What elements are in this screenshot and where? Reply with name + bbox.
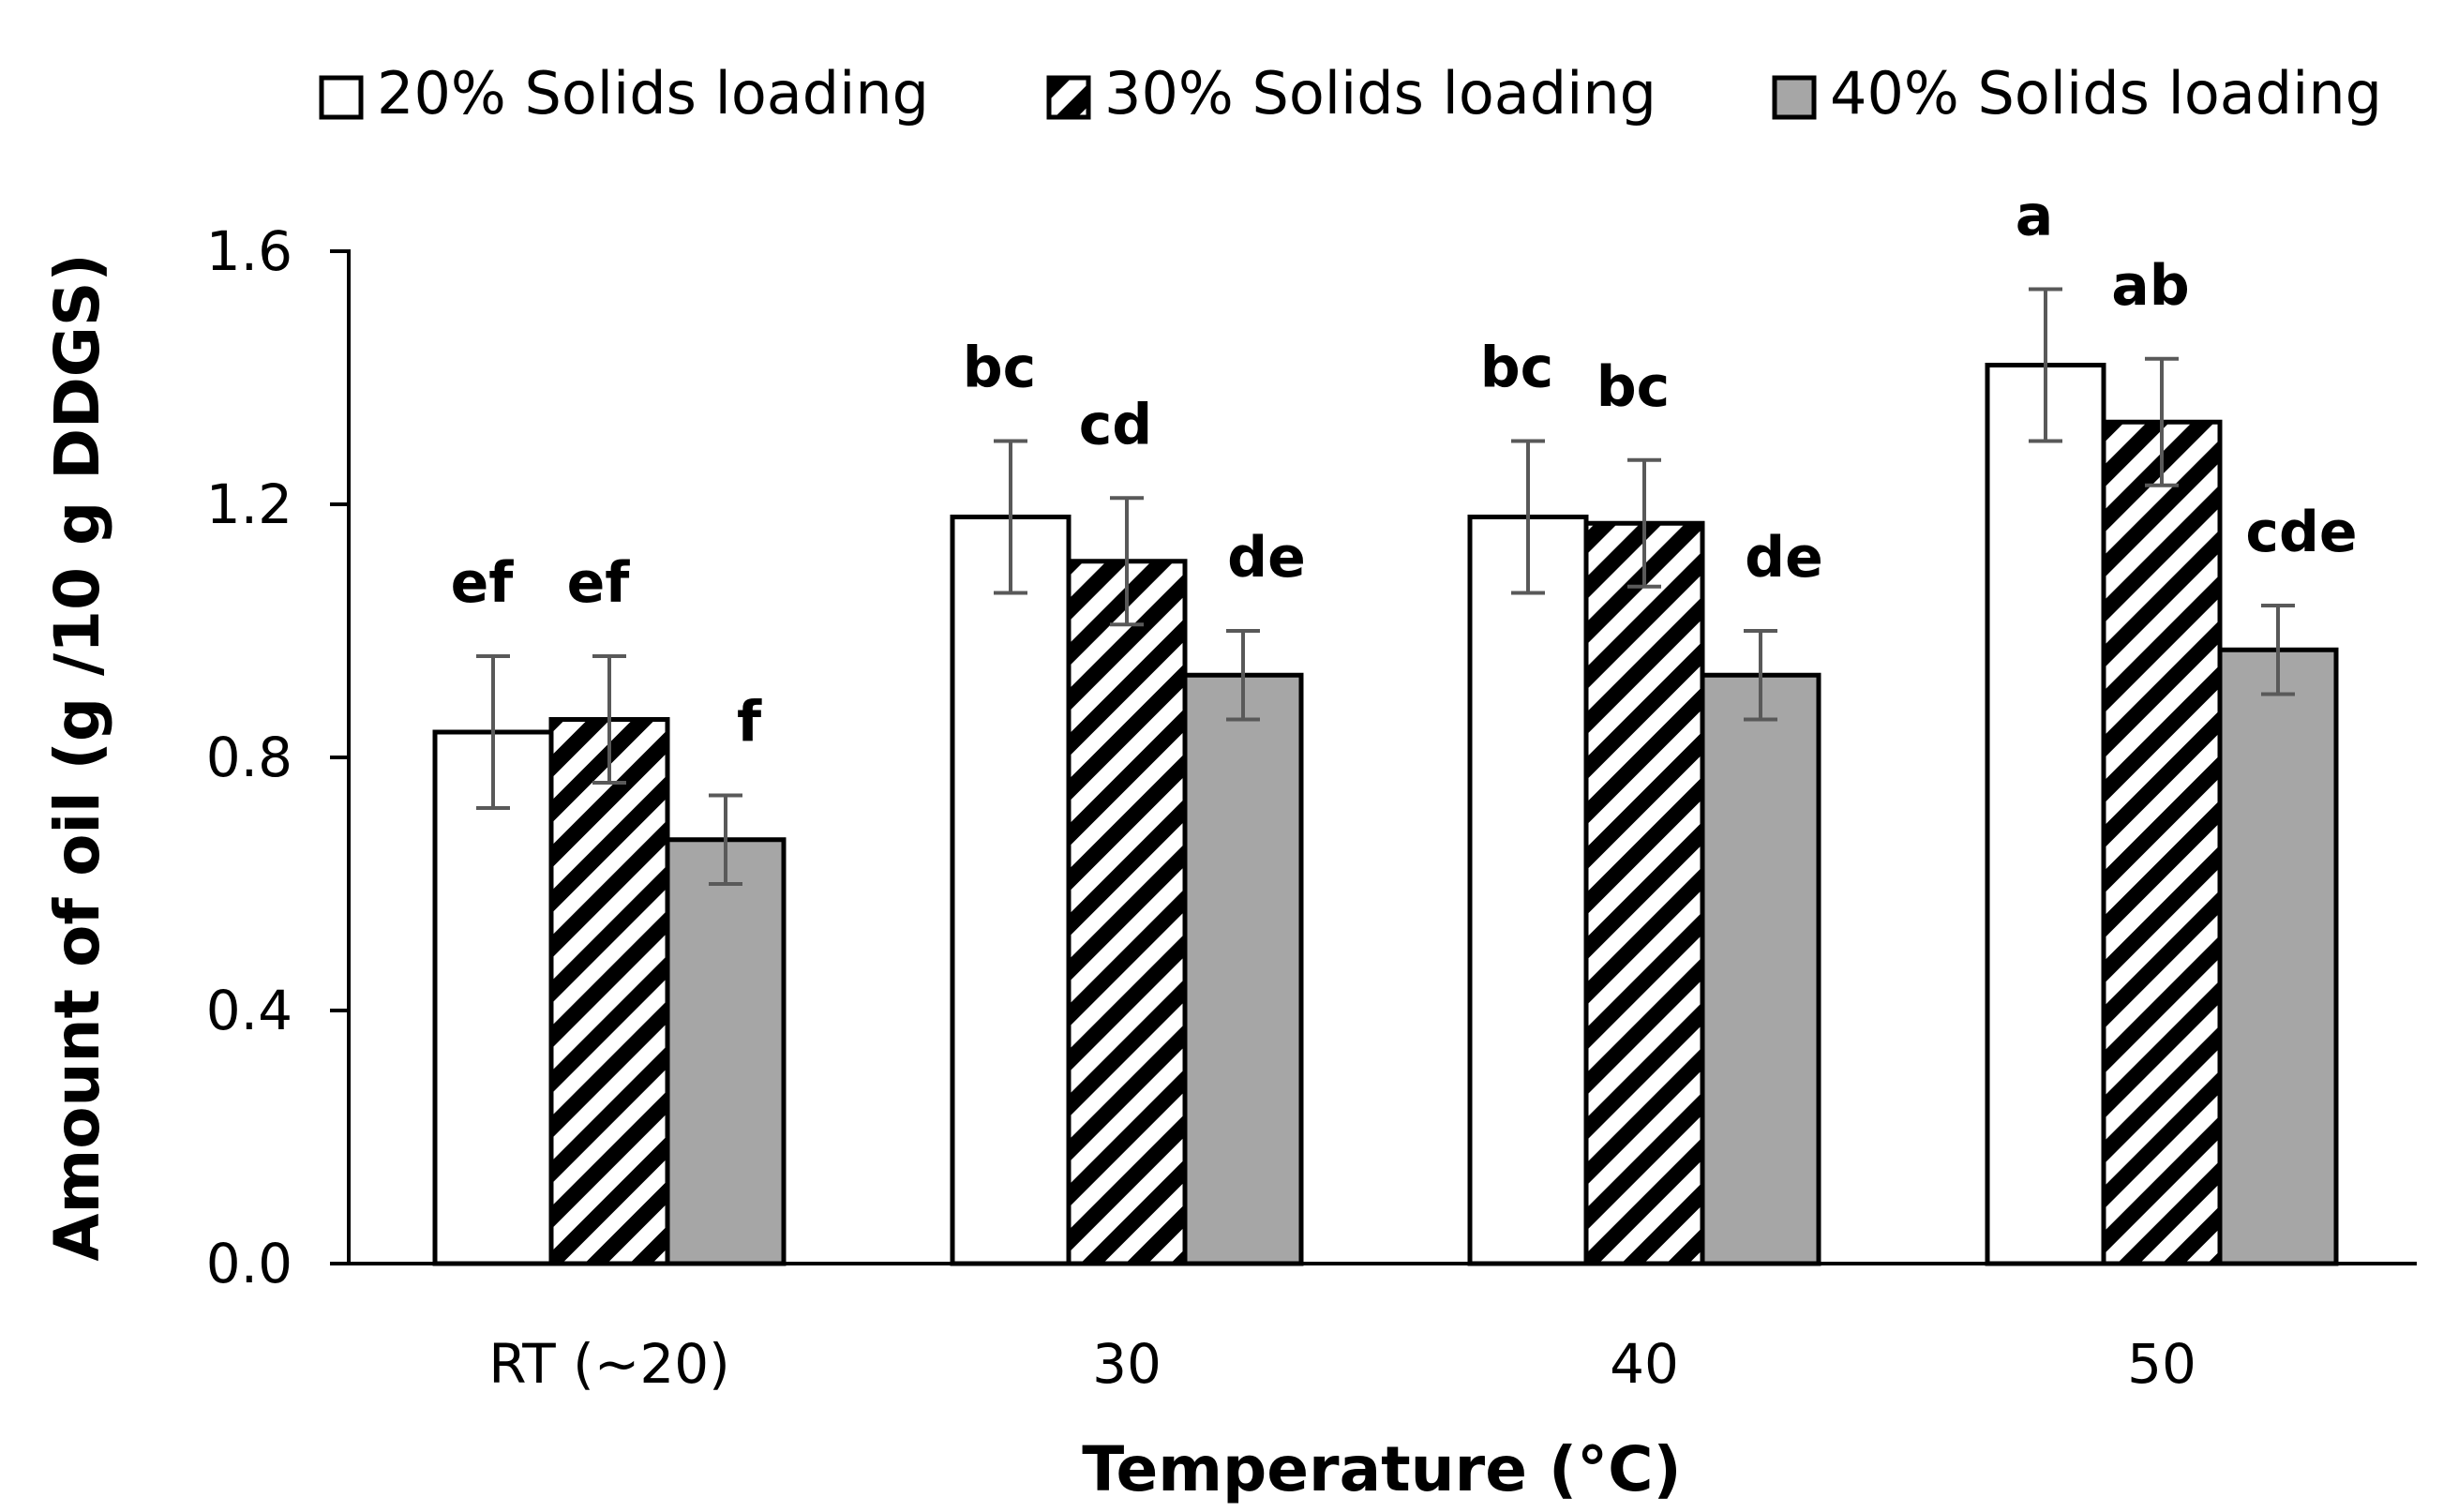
y-tick-label-3: 1.2: [206, 472, 292, 536]
sig-label-series-40-rt: f: [737, 690, 762, 756]
error-bar-series-30-40: [1627, 457, 1661, 589]
legend: 20% Solids loading 30% Solids loading 40…: [319, 59, 2382, 127]
sig-label-series-20-30: bc: [963, 336, 1037, 401]
y-tick-label-0: 0.0: [206, 1232, 292, 1295]
error-bar-series-20-rt: [476, 654, 510, 810]
sig-label-series-20-40: bc: [1480, 336, 1554, 401]
error-bar-series-40-30: [1226, 629, 1260, 722]
legend-label-30: 30% Solids loading: [1104, 59, 1656, 127]
x-tick-label-30: 30: [1092, 1332, 1162, 1396]
error-bar-series-40-50: [2261, 604, 2295, 696]
y-ticks: [330, 249, 349, 1265]
bar-series-40-40: [1700, 672, 1821, 1266]
y-tick-labels: 0.0 0.4 0.8 1.2 1.6: [206, 219, 292, 1295]
legend-label-20: 20% Solids loading: [377, 59, 929, 127]
bar-series-20-50: [1985, 363, 2106, 1266]
bar-series-30-40: [1583, 520, 1705, 1266]
bar-series-30-30: [1066, 559, 1188, 1266]
sig-label-series-30-30: cd: [1079, 392, 1153, 457]
sig-label-series-40-50: cde: [2245, 500, 2357, 565]
y-axis-title: Amount of oil (g /10 g DDGS): [41, 253, 113, 1261]
sig-label-series-30-50: ab: [2111, 253, 2189, 319]
legend-label-40: 40% Solids loading: [1830, 59, 2382, 127]
x-tick-label-rt: RT (~20): [488, 1332, 730, 1396]
sig-label-series-20-50: a: [2016, 184, 2054, 249]
sig-label-series-20-rt: ef: [451, 550, 515, 616]
bar-series-40-30: [1182, 672, 1304, 1266]
bars: [432, 363, 2339, 1266]
legend-swatch-30: [1046, 75, 1091, 120]
legend-item-20: 20% Solids loading: [319, 59, 929, 127]
sig-label-series-30-rt: ef: [567, 550, 631, 616]
bar-series-20-rt: [432, 729, 554, 1266]
bar-series-40-50: [2217, 647, 2339, 1266]
error-bar-series-20-50: [2029, 287, 2062, 443]
legend-item-30: 30% Solids loading: [1046, 59, 1656, 127]
bar-series-40-rt: [665, 837, 787, 1266]
error-bar-series-30-30: [1110, 496, 1144, 627]
bar-series-30-rt: [548, 717, 670, 1266]
sig-label-series-40-40: de: [1745, 525, 1823, 591]
error-bar-series-30-rt: [592, 654, 626, 785]
y-tick-label-1: 0.4: [206, 979, 292, 1042]
bar-series-30-50: [2101, 419, 2223, 1266]
legend-swatch-40: [1772, 75, 1817, 120]
y-tick-label-4: 1.6: [206, 219, 292, 283]
x-tick-label-50: 50: [2127, 1332, 2196, 1396]
bar-series-20-40: [1467, 515, 1589, 1266]
y-tick-label-2: 0.8: [206, 726, 292, 789]
bar-series-20-30: [950, 515, 1072, 1266]
error-bar-series-20-30: [994, 439, 1027, 595]
x-axis-title: Temperature (°C): [1082, 1433, 1681, 1505]
error-bars: [476, 287, 2295, 886]
error-bar-series-20-40: [1511, 439, 1545, 595]
legend-item-40: 40% Solids loading: [1772, 59, 2382, 127]
error-bar-series-40-rt: [709, 793, 742, 886]
x-tick-labels: RT (~20) 30 40 50: [488, 1332, 2196, 1396]
error-bar-series-40-40: [1744, 629, 1777, 722]
sig-label-series-40-30: de: [1227, 525, 1306, 591]
error-bar-series-30-50: [2145, 356, 2179, 487]
sig-label-series-30-40: bc: [1596, 354, 1671, 420]
x-tick-label-40: 40: [1610, 1332, 1679, 1396]
legend-swatch-20: [319, 75, 364, 120]
